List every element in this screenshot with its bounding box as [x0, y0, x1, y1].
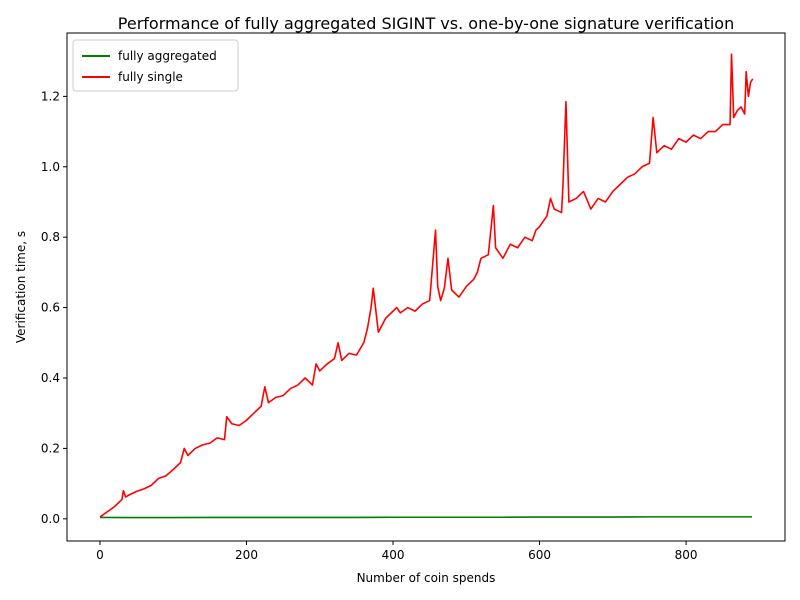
series-line-fully-aggregated: [99, 516, 753, 519]
y-axis-ticks: 0.0 0.2 0.4 0.6 0.8 1.0 1.2: [41, 89, 67, 526]
x-axis-ticks: 0 200 400 600 800: [96, 541, 698, 562]
x-tick-label: 400: [382, 548, 405, 562]
plot-area: [99, 53, 754, 519]
x-tick-label: 800: [675, 548, 698, 562]
x-axis-label: Number of coin spends: [357, 571, 496, 585]
y-tick-label: 1.2: [41, 89, 60, 103]
y-tick-label: 0.2: [41, 441, 60, 455]
series-line-fully-single: [99, 53, 754, 518]
y-tick-label: 0.6: [41, 301, 60, 315]
x-tick-label: 0: [96, 548, 104, 562]
y-tick-label: 0.4: [41, 371, 60, 385]
y-axis-label: Verification time, s: [14, 231, 28, 343]
y-tick-label: 1.0: [41, 160, 60, 174]
legend-box: [72, 39, 239, 92]
chart-title: Performance of fully aggregated SIGINT v…: [118, 14, 734, 33]
legend: fully aggregated fully single: [72, 39, 239, 92]
legend-label-fully-single: fully single: [118, 70, 183, 84]
axes-frame: [66, 32, 786, 542]
y-tick-label: 0.8: [41, 230, 60, 244]
x-tick-label: 600: [528, 548, 551, 562]
y-tick-label: 0.0: [41, 512, 60, 526]
x-tick-label: 200: [235, 548, 258, 562]
legend-label-fully-aggregated: fully aggregated: [118, 49, 217, 63]
